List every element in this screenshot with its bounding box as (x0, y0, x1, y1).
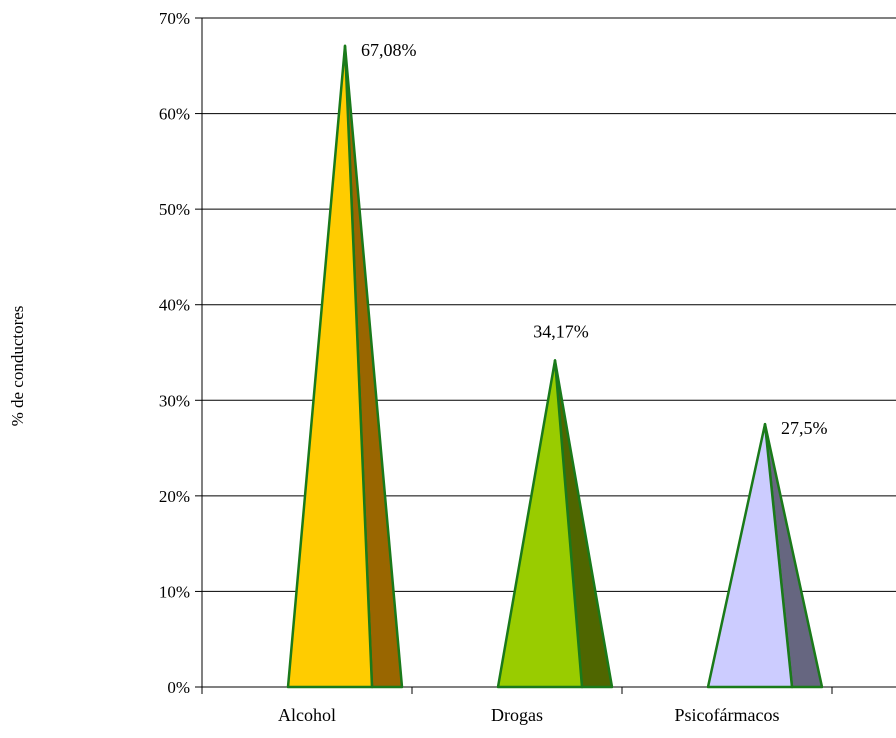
x-category-label: Alcohol (278, 705, 336, 725)
y-tick-label: 20% (159, 487, 190, 506)
x-category-label: Drogas (491, 705, 543, 725)
x-category-label: Psicofármacos (675, 705, 780, 725)
pyramid-bar-1 (496, 359, 614, 689)
y-tick-label: 60% (159, 105, 190, 124)
y-tick-label: 70% (159, 9, 190, 28)
y-tick-label: 40% (159, 296, 190, 315)
data-label: 27,5% (781, 418, 828, 438)
data-label: 34,17% (533, 321, 589, 341)
pyramid-front-face (496, 359, 584, 689)
data-label: 67,08% (361, 40, 417, 60)
pyramid-front-face (286, 44, 374, 689)
pyramid-bar-2 (706, 422, 824, 689)
y-tick-label: 0% (167, 678, 190, 697)
y-tick-label: 30% (159, 391, 190, 410)
y-axis-title: % de conductores (8, 305, 27, 427)
y-tick-label: 50% (159, 200, 190, 219)
pyramid-bar-0 (286, 44, 404, 689)
y-tick-label: 10% (159, 582, 190, 601)
pyramid-front-face (706, 422, 794, 689)
